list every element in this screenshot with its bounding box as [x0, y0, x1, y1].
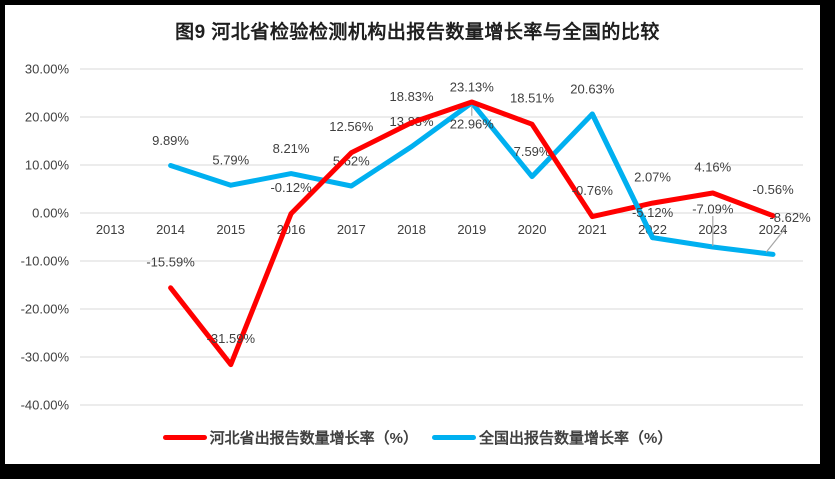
- y-axis-tick-label: 10.00%: [25, 158, 70, 173]
- y-axis-tick-label: -10.00%: [21, 254, 70, 269]
- hebei-line-swatch-icon: [162, 435, 207, 440]
- national-series-line-overlay: [589, 111, 655, 241]
- frame-border-top: [0, 0, 835, 5]
- chart-title: 图9 河北省检验检测机构出报告数量增长率与全国的比较: [175, 22, 660, 43]
- hebei-data-label: -0.76%: [572, 183, 614, 198]
- x-axis-year-label: 2014: [156, 222, 185, 237]
- frame-border-left: [0, 0, 5, 479]
- hebei-data-label: -0.12%: [270, 180, 312, 195]
- legend-label-hebei: 河北省出报告数量增长率（%）: [209, 430, 418, 447]
- hebei-data-label: -31.59%: [207, 331, 256, 346]
- hebei-data-label: 23.13%: [450, 79, 495, 94]
- national-data-label: 9.89%: [152, 133, 189, 148]
- hebei-data-label: 18.51%: [510, 91, 555, 106]
- x-axis-year-label: 2013: [96, 222, 125, 237]
- hebei-data-label: 4.16%: [694, 160, 731, 175]
- national-line-swatch-icon: [432, 435, 476, 440]
- label-leader-line: [765, 227, 787, 253]
- hebei-data-label: 18.83%: [390, 89, 435, 104]
- x-axis-year-label: 2021: [578, 222, 607, 237]
- hebei-data-label: 12.56%: [329, 119, 374, 134]
- national-data-label: 5.79%: [212, 153, 249, 168]
- legend-item-national: 全国出报告数量增长率（%）: [432, 427, 672, 448]
- frame-border-right: [820, 0, 835, 479]
- y-axis-tick-label: -20.00%: [21, 302, 70, 317]
- hebei-data-label: -0.56%: [752, 182, 794, 197]
- x-axis-year-label: 2017: [337, 222, 366, 237]
- national-data-label: 20.63%: [570, 81, 615, 96]
- x-axis-year-label: 2019: [457, 222, 486, 237]
- x-axis-year-label: 2015: [216, 222, 245, 237]
- national-data-label: -8.62%: [769, 210, 811, 225]
- legend-item-hebei: 河北省出报告数量增长率（%）: [162, 427, 418, 448]
- x-axis-year-label: 2020: [518, 222, 547, 237]
- x-axis-year-label: 2018: [397, 222, 426, 237]
- y-axis-tick-label: -30.00%: [21, 350, 70, 365]
- national-data-label: -7.09%: [692, 202, 734, 217]
- y-axis-tick-label: 20.00%: [25, 110, 70, 125]
- legend-label-national: 全国出报告数量增长率（%）: [479, 430, 673, 447]
- national-data-label: 22.96%: [450, 116, 495, 131]
- hebei-data-label: -15.59%: [146, 254, 195, 269]
- y-axis-tick-label: 0.00%: [32, 206, 69, 221]
- y-axis-tick-label: -40.00%: [21, 398, 70, 413]
- y-axis-tick-label: 30.00%: [25, 62, 70, 77]
- chart-legend: 河北省出报告数量增长率（%） 全国出报告数量增长率（%）: [0, 427, 835, 448]
- hebei-series-line: [168, 99, 776, 368]
- frame-border-bottom: [0, 464, 835, 479]
- national-data-label: -5.12%: [632, 205, 674, 220]
- national-data-label: 7.59%: [514, 144, 551, 159]
- x-axis-year-label: 2024: [759, 222, 788, 237]
- hebei-data-label: 2.07%: [634, 170, 671, 185]
- national-data-label: 8.21%: [273, 141, 310, 156]
